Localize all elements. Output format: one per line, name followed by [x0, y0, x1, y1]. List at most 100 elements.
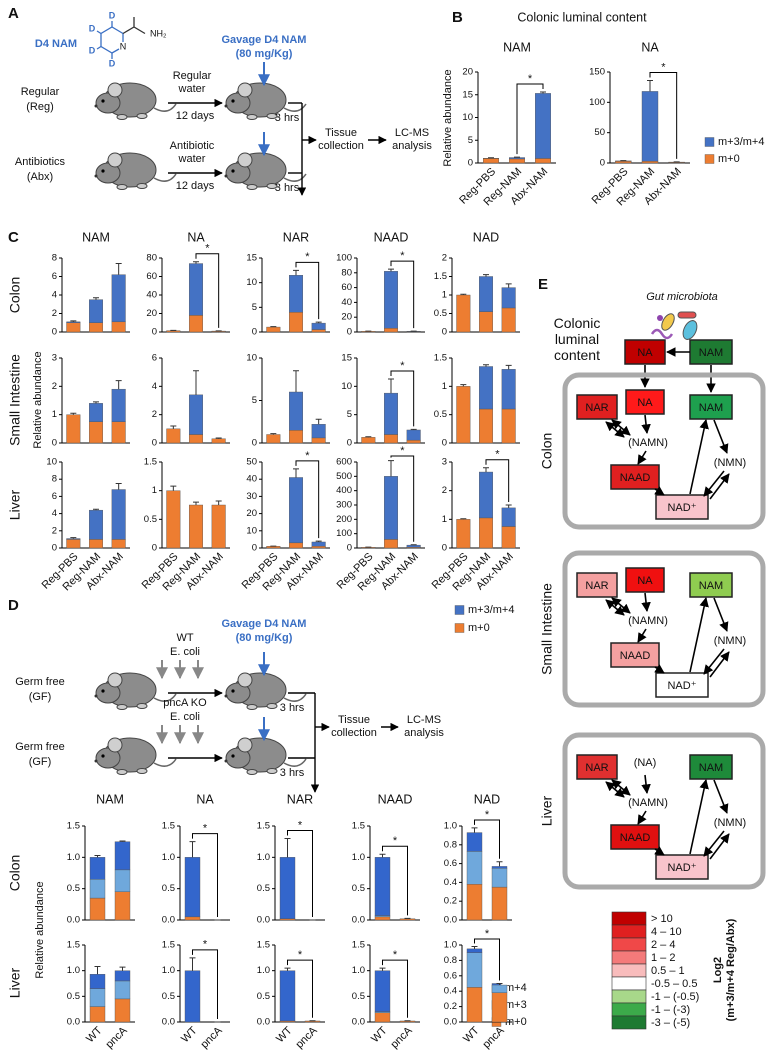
y-tick-label: 1.0: [257, 852, 270, 863]
bar-segment: [114, 841, 131, 871]
y-tick-label: 0: [152, 543, 157, 554]
node-label: NAR: [585, 402, 608, 414]
error-bar: [94, 854, 101, 858]
y-tick-label: 4: [52, 508, 57, 519]
y-tick-label: 0: [152, 438, 157, 449]
bar-segment: [491, 992, 508, 1023]
mouse-ear: [107, 737, 123, 753]
legend-label: m+4: [505, 982, 527, 994]
bar-segment: [479, 311, 494, 333]
error-bar: [460, 384, 467, 387]
y-tick-label: 1: [52, 409, 57, 420]
compound-label: D4 NAM: [35, 38, 77, 50]
y-tick-label: 1.5: [434, 271, 447, 282]
error-bar: [471, 946, 478, 949]
pathway-arrow: [689, 597, 709, 673]
node-box: [689, 339, 733, 365]
y-tick-label: 20: [246, 508, 257, 519]
mouse-eye: [231, 689, 235, 693]
row-label: Colon: [7, 277, 23, 314]
y-tick-label: 15: [246, 253, 257, 264]
column-title: NAD: [473, 230, 499, 244]
y-axis-label: Relative abundance: [32, 351, 44, 448]
error-bar: [388, 460, 394, 477]
y-tick-label: 1: [442, 381, 447, 392]
collection-label: Tissue collection: [318, 127, 364, 152]
y-tick-label: 0: [252, 438, 257, 449]
mouse: [224, 672, 307, 710]
mouse-foot: [246, 769, 258, 775]
column-title: NAR: [287, 792, 313, 806]
bar-segment: [89, 857, 106, 880]
significance-bracket: [382, 959, 408, 1018]
bar-segment: [491, 984, 508, 993]
deuterium-bond: [96, 21, 113, 59]
pathway-arrow: [709, 833, 730, 860]
y-tick-label: 50: [246, 457, 257, 468]
node-label: NAM: [699, 762, 723, 774]
node-label: (NA): [634, 757, 657, 769]
bar-segment: [466, 952, 483, 988]
strain-species: E. coli: [170, 711, 200, 723]
node-box: [689, 572, 733, 598]
legend-label: m+0: [505, 1016, 527, 1028]
y-tick-label: 40: [341, 297, 352, 308]
mouse-nose: [224, 759, 228, 763]
y-tick-label: 300: [336, 500, 352, 511]
pathway-arrow: [709, 651, 730, 678]
y-tick-label: 0: [252, 327, 257, 338]
mouse: [94, 737, 177, 775]
error-bar: [496, 861, 503, 867]
mouse-ear: [237, 737, 253, 753]
bar-segment: [311, 546, 326, 549]
y-tick-label: 0.0: [444, 915, 457, 926]
column-title: NAD: [474, 792, 500, 806]
bacterium: [677, 311, 697, 319]
mouse-tail: [153, 173, 177, 182]
x-tick-label: pncA: [198, 1024, 225, 1050]
y-tick-label: 5: [252, 395, 257, 406]
mouse: [224, 737, 307, 775]
y-tick-label: 1.5: [162, 940, 175, 951]
pathway-arrow: [637, 810, 647, 825]
bar-segment: [88, 539, 103, 549]
legend-swatch: [704, 154, 715, 164]
y-tick-label: 2: [152, 409, 157, 420]
y-tick-label: 100: [336, 528, 352, 539]
bar-segment: [66, 321, 81, 323]
significance-label: *: [485, 928, 490, 940]
bar-segment: [456, 386, 471, 444]
mouse-head: [95, 747, 121, 769]
bar-segment: [479, 366, 494, 410]
significance-bracket: [390, 260, 415, 329]
x-tick-label: pncA: [293, 1024, 320, 1050]
error-bar: [483, 274, 489, 277]
legend-swatch: [611, 963, 647, 978]
node-box: [624, 339, 666, 365]
bar-segment: [166, 428, 181, 444]
y-tick-label: 0.5: [434, 308, 447, 319]
y-tick-label: 10: [341, 381, 352, 392]
legend-swatch: [611, 924, 647, 939]
mouse-foot: [116, 769, 128, 775]
pathway-arrow: [709, 473, 730, 500]
amide-bond: [122, 17, 146, 35]
mouse-foot: [116, 704, 128, 710]
error-bar: [193, 370, 199, 395]
mouse-foot: [116, 114, 128, 120]
bar-segment: [466, 884, 483, 921]
bar-segment: [111, 539, 126, 549]
significance-label: *: [203, 823, 208, 835]
bar-segment: [535, 93, 552, 159]
bar-segment: [491, 886, 508, 921]
error-bar: [483, 364, 489, 367]
y-tick-label: 0: [347, 543, 352, 554]
bar-segment: [111, 321, 126, 333]
pathway-arrow: [713, 779, 729, 814]
node-box: [625, 389, 665, 415]
error-bar: [293, 370, 299, 392]
mouse-ear: [237, 82, 253, 98]
y-tick-label: 1.5: [257, 821, 270, 832]
error-bar: [505, 364, 512, 370]
y-tick-label: 150: [589, 67, 605, 78]
